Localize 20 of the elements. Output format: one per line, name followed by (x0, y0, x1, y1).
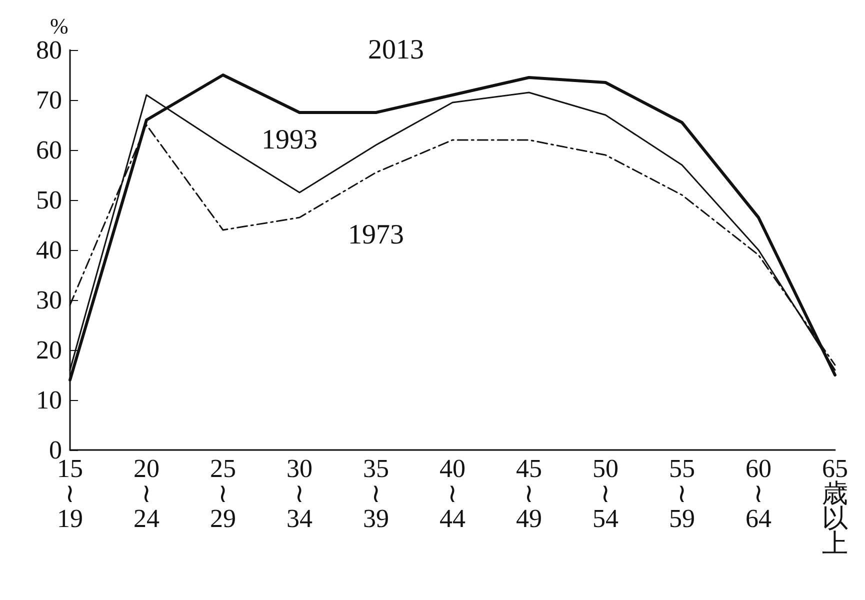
x-tick-label: 20 ≀ 24 (134, 454, 160, 533)
y-tick-label: 70 (36, 86, 62, 114)
x-tick-label: 35 ≀ 39 (363, 454, 389, 533)
series-label: 2013 (368, 34, 424, 66)
y-tick-label: 50 (36, 186, 62, 214)
y-tick-label: 10 (36, 386, 62, 414)
x-tick-label: 45 ≀ 49 (516, 454, 542, 533)
x-tick-label: 30 ≀ 34 (286, 454, 312, 533)
x-tick-label: 50 ≀ 54 (592, 454, 618, 533)
series-label: 1973 (348, 220, 404, 250)
y-tick-label: 60 (36, 136, 62, 164)
x-tick-label: 55 ≀ 59 (669, 454, 695, 533)
x-tick-label: 60 ≀ 64 (746, 454, 772, 533)
y-tick-label: 20 (36, 336, 62, 364)
x-tick-label: 25 ≀ 29 (210, 454, 236, 533)
series-label: 1993 (262, 124, 318, 156)
x-tick-label: 65 歳以上 (822, 454, 848, 558)
y-tick-label: 30 (36, 286, 62, 314)
x-tick-label: 40 ≀ 44 (440, 454, 466, 533)
y-tick-label: 40 (36, 236, 62, 264)
